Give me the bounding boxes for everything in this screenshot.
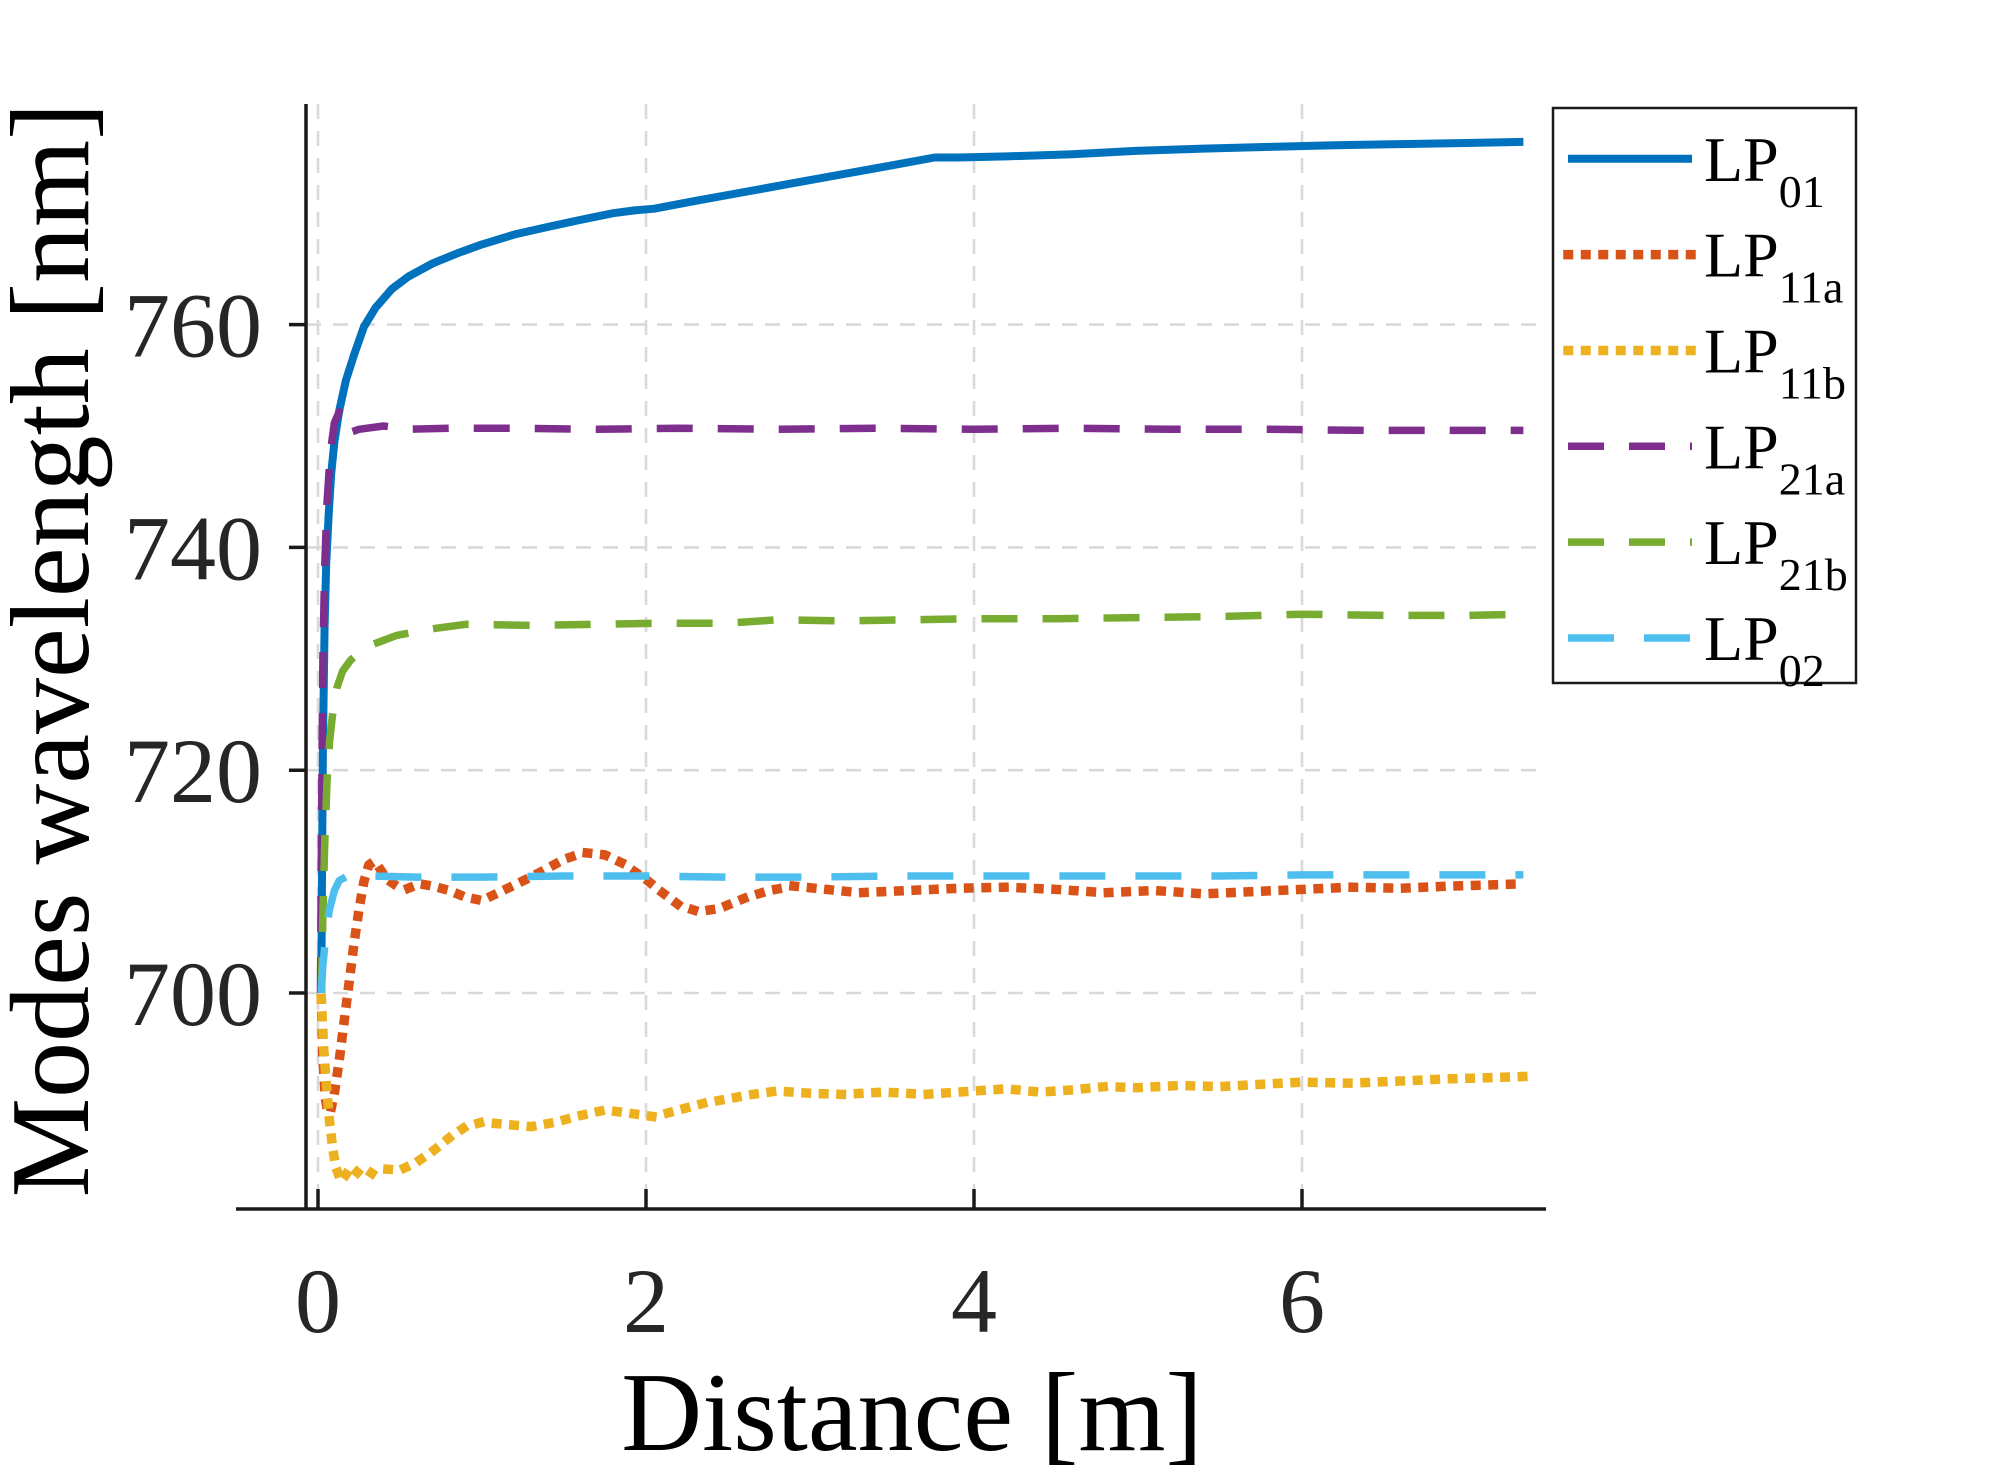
legend-label-LP11a: LP11a bbox=[1704, 220, 1843, 313]
x-tick-label-2: 2 bbox=[623, 1250, 669, 1352]
x-tick-label-0: 0 bbox=[295, 1250, 341, 1352]
legend-label-LP01: LP01 bbox=[1704, 124, 1825, 217]
x-axis-label: Distance [m] bbox=[621, 1351, 1203, 1475]
legend-frame bbox=[1551, 106, 1858, 685]
series-line-LP21a bbox=[316, 407, 1524, 994]
y-tick-label-700: 700 bbox=[124, 943, 262, 1045]
x-tick-label-4: 4 bbox=[951, 1250, 997, 1352]
y-tick-label-740: 740 bbox=[124, 497, 262, 599]
legend-entry-LP01[interactable]: LP01 bbox=[1568, 124, 1825, 217]
series-line-LP01 bbox=[317, 137, 1524, 994]
legend-entry-LP21a[interactable]: LP21a bbox=[1568, 411, 1845, 504]
grid-layer bbox=[306, 104, 1546, 1209]
y-axis-label: Modes wavelength [nm] bbox=[0, 103, 113, 1198]
legend-label-LP21b: LP21b bbox=[1704, 507, 1848, 600]
legend-label-LP21a: LP21a bbox=[1704, 411, 1845, 504]
legend-entry-LP11b[interactable]: LP11b bbox=[1563, 315, 1846, 408]
x-tick-label-6: 6 bbox=[1279, 1250, 1325, 1352]
y-tick-label-720: 720 bbox=[124, 720, 262, 822]
legend-label-LP11b: LP11b bbox=[1704, 315, 1846, 408]
series-layer bbox=[316, 137, 1529, 1187]
series-line-LP21b bbox=[317, 610, 1524, 994]
series-line-LP02 bbox=[317, 871, 1524, 994]
series-line-LP11a bbox=[316, 847, 1529, 1119]
series-line-LP11b bbox=[316, 993, 1529, 1187]
legend-entry-LP02[interactable]: LP02 bbox=[1568, 603, 1825, 696]
y-tick-label-760: 760 bbox=[124, 275, 262, 377]
legend-entry-LP11a[interactable]: LP11a bbox=[1563, 220, 1843, 313]
legend-entry-LP21b[interactable]: LP21b bbox=[1568, 507, 1848, 600]
axes-layer: 0 2 4 6 700 720 740 760 bbox=[124, 104, 1546, 1352]
legend-label-LP02: LP02 bbox=[1704, 603, 1825, 696]
